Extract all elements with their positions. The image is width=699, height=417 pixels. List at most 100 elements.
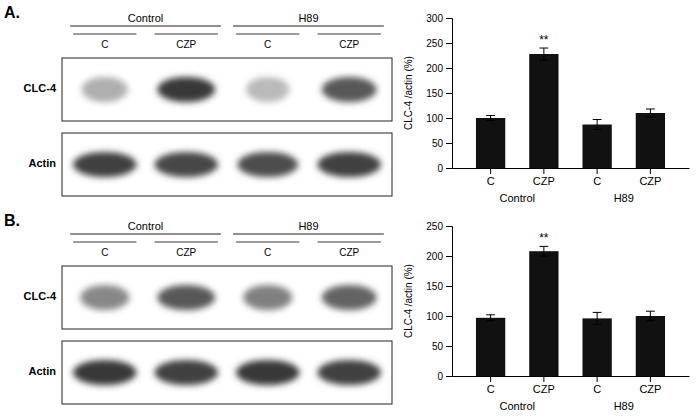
group-label: Control xyxy=(500,400,535,412)
y-axis-line xyxy=(446,19,453,169)
y-tick: 100 xyxy=(426,113,452,124)
band xyxy=(73,152,137,177)
panel-title: A. xyxy=(4,4,20,21)
group-label: Control xyxy=(128,12,163,24)
error-bar-cap xyxy=(646,117,655,118)
y-tick-label: 150 xyxy=(426,88,443,99)
y-axis-line xyxy=(446,227,453,377)
error-bar xyxy=(486,315,495,321)
error-bar xyxy=(593,312,602,324)
y-tick-label: 50 xyxy=(432,138,444,149)
row-label: Actin xyxy=(29,157,57,169)
error-bar-stem xyxy=(650,109,651,117)
row-label: Actin xyxy=(29,365,57,377)
error-bar-cap xyxy=(593,119,602,120)
band xyxy=(237,152,298,177)
lane-label: C xyxy=(101,39,108,50)
bar-panel: 050100150200250CCZPCCZPControlH89CLC-4 /… xyxy=(403,221,690,412)
lane-label: CZP xyxy=(176,247,196,258)
lane-line xyxy=(236,242,299,243)
error-bar-stem xyxy=(650,311,651,321)
y-tick-mark xyxy=(446,18,452,19)
y-tick-label: 100 xyxy=(426,113,443,124)
blot-box xyxy=(62,266,392,329)
lane-line xyxy=(236,34,299,35)
group-label: H89 xyxy=(298,12,318,24)
error-bar-cap xyxy=(646,320,655,321)
error-bar-cap xyxy=(539,256,548,257)
group-label: Control xyxy=(500,192,535,204)
band xyxy=(322,285,377,310)
band xyxy=(157,77,215,102)
group-line xyxy=(233,25,384,26)
error-bar xyxy=(539,48,548,60)
lane-line xyxy=(73,34,136,35)
y-tick-mark xyxy=(446,286,452,287)
blot-box xyxy=(62,58,392,121)
x-tick: CZP xyxy=(639,168,661,187)
bar xyxy=(582,318,611,376)
x-tick: CZP xyxy=(533,376,555,395)
error-bar-stem xyxy=(543,246,544,256)
y-tick-label: 150 xyxy=(426,281,443,292)
x-axis-line xyxy=(453,168,690,169)
y-axis-title: CLC-4 /actin (%) xyxy=(403,56,414,130)
y-tick-label: 0 xyxy=(437,163,443,174)
y-axis-title: CLC-4 /actin (%) xyxy=(403,264,414,338)
x-tick-mark xyxy=(543,168,544,174)
band xyxy=(243,285,292,310)
x-tick-mark xyxy=(490,376,491,382)
blot-panel: A.ControlH89CCZPCCZPCLC-4Actin xyxy=(4,4,392,196)
lane-line xyxy=(73,242,136,243)
x-tick-mark xyxy=(597,168,598,174)
y-tick: 150 xyxy=(426,88,452,99)
error-bar-stem xyxy=(597,312,598,324)
x-tick-label: C xyxy=(593,175,601,187)
group-line xyxy=(70,233,221,234)
error-bar-cap xyxy=(486,320,495,321)
error-bar-cap xyxy=(486,115,495,116)
y-tick: 250 xyxy=(426,221,452,232)
x-tick-label: C xyxy=(593,383,601,395)
bar xyxy=(636,113,665,168)
y-tick: 200 xyxy=(426,63,452,74)
x-axis-line xyxy=(453,376,690,377)
y-tick-label: 200 xyxy=(426,251,443,262)
bar xyxy=(476,318,505,376)
group-label: Control xyxy=(128,220,163,232)
y-tick: 150 xyxy=(426,281,452,292)
y-tick-mark xyxy=(446,256,452,257)
error-bar-cap xyxy=(593,129,602,130)
x-tick: C xyxy=(593,376,601,395)
bar xyxy=(476,118,505,168)
lane-line xyxy=(318,34,381,35)
x-axis: C CZP C CZP xyxy=(453,376,690,395)
lane-line xyxy=(155,34,218,35)
x-tick-label: CZP xyxy=(639,383,661,395)
band xyxy=(154,360,218,385)
lane-line xyxy=(318,242,381,243)
error-bar xyxy=(593,120,602,130)
band xyxy=(73,360,137,385)
significance: ** xyxy=(539,231,549,245)
x-tick: CZP xyxy=(639,376,661,395)
lane-label: C xyxy=(101,247,108,258)
error-bar-cap xyxy=(593,324,602,325)
x-tick: C xyxy=(487,376,495,395)
error-bar xyxy=(486,116,495,121)
y-tick: 0 xyxy=(437,371,452,382)
band xyxy=(317,360,381,385)
bar xyxy=(529,54,558,168)
row-label: CLC-4 xyxy=(24,82,57,94)
error-bar-cap xyxy=(539,60,548,61)
x-tick-mark xyxy=(650,376,651,382)
error-bar-cap xyxy=(539,48,548,49)
band xyxy=(317,152,381,177)
row-label: CLC-4 xyxy=(24,290,57,302)
lane-label: C xyxy=(264,39,271,50)
band xyxy=(236,360,300,385)
error-bar xyxy=(539,246,548,256)
y-tick: 0 xyxy=(437,163,452,174)
y-tick-mark xyxy=(446,143,452,144)
lane-label: CZP xyxy=(339,39,359,50)
